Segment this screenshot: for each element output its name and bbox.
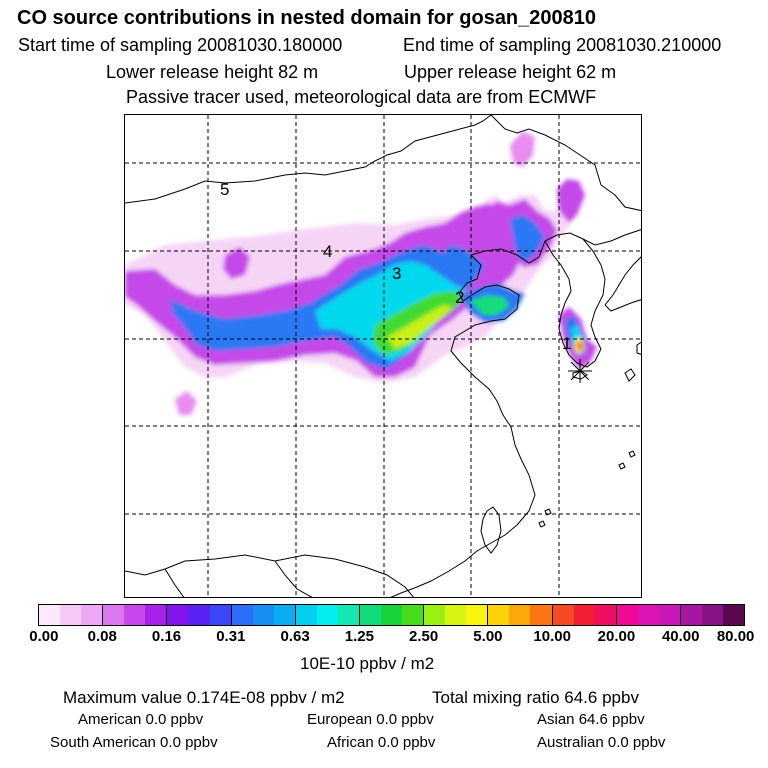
plume-south-patch	[175, 391, 197, 415]
plume-korea-red	[577, 342, 583, 351]
colorbar-swatch	[616, 605, 638, 625]
colorbar-tick-label: 1.25	[344, 628, 374, 645]
colorbar-tick-label: 10.00	[533, 628, 571, 645]
region-australian: Australian 0.0 ppbv	[537, 734, 666, 751]
gridlines	[125, 115, 641, 597]
region-african: African 0.0 ppbv	[327, 734, 436, 751]
tracer-note: Passive tracer used, meteorological data…	[126, 87, 597, 107]
colorbar-tick-label: 2.50	[409, 628, 439, 645]
border-northeast	[490, 115, 641, 212]
map-label-2: 2	[455, 288, 464, 307]
lower-release-height-label: Lower release height 82 m	[106, 62, 319, 82]
region-asian: Asian 64.6 ppbv	[537, 711, 645, 728]
colorbar-swatch	[509, 605, 531, 625]
coast-hainan	[274, 560, 313, 597]
colorbar-tick-label: 0.08	[87, 628, 117, 645]
colorbar-tick-label: 20.00	[597, 628, 636, 645]
colorbar-swatch	[573, 605, 595, 625]
start-time-label: Start time of sampling 20081030.180000	[18, 35, 343, 55]
region-south-american: South American 0.0 ppbv	[50, 734, 218, 751]
colorbar-swatch	[637, 605, 659, 625]
colorbar-swatch	[359, 605, 381, 625]
coast-japan	[604, 256, 641, 312]
colorbar-tick-label: 40.00	[661, 628, 700, 645]
country-border-north	[125, 115, 492, 204]
islands-kyushu	[624, 341, 641, 382]
colorbar-swatch	[466, 605, 489, 625]
plume-east-cyan	[470, 295, 510, 315]
plume-cyan-layer	[315, 261, 465, 361]
colorbar-swatch	[295, 605, 317, 625]
colorbar-swatch	[701, 605, 723, 625]
islands-ryukyu	[538, 450, 636, 528]
plume-far-northeast	[557, 179, 585, 223]
map-canvas: 5 4 3 2 1	[125, 115, 641, 597]
island-taiwan	[480, 506, 502, 554]
plume-north-wisps	[510, 131, 535, 167]
colorbar-swatch	[103, 605, 125, 625]
border-south	[164, 568, 185, 597]
colorbar-swatch	[488, 605, 510, 625]
colorbar-swatch	[594, 605, 617, 625]
coast-bohai	[390, 254, 536, 597]
map-label-4: 4	[323, 242, 332, 261]
colorbar-tick-label: 0.31	[216, 628, 246, 645]
colorbar-swatch	[231, 605, 253, 625]
coastlines	[125, 115, 641, 597]
colorbar-swatch	[658, 605, 681, 625]
receptor-star-icon	[568, 359, 592, 383]
colorbar-swatch	[252, 605, 274, 625]
colorbar-tick-label: 0.16	[151, 628, 182, 645]
colorbar-swatch	[167, 605, 189, 625]
colorbar-tick-label: 0.00	[29, 628, 59, 645]
map-panel: 5 4 3 2 1	[124, 114, 642, 598]
colorbar-swatch	[723, 605, 745, 625]
maximum-value-label: Maximum value 0.174E-08 ppbv / m2	[63, 688, 345, 707]
colorbar-tick-label: 5.00	[473, 628, 503, 645]
colorbar-swatch	[39, 605, 61, 625]
region-european: European 0.0 ppbv	[307, 711, 434, 728]
colorbar-swatch	[145, 605, 168, 625]
colorbar-swatch	[337, 605, 360, 625]
region-american: American 0.0 ppbv	[78, 711, 204, 728]
map-label-5: 5	[220, 180, 229, 199]
colorbar-swatch	[402, 605, 425, 625]
plume-west-patch	[223, 247, 250, 279]
colorbar-swatch	[424, 605, 446, 625]
coast-korea	[544, 238, 606, 368]
colorbar-swatch	[124, 605, 146, 625]
colorbar-units: 10E-10 ppbv / m2	[300, 654, 435, 673]
colorbar-swatch	[680, 605, 702, 625]
map-label-1: 1	[562, 334, 571, 353]
colorbar-tick-label: 80.00	[716, 628, 755, 645]
colorbar-swatch	[60, 605, 82, 625]
end-time-label: End time of sampling 20081030.210000	[403, 35, 722, 55]
border-china-west	[125, 554, 414, 597]
total-mixing-ratio-label: Total mixing ratio 64.6 ppbv	[432, 688, 639, 707]
map-label-3: 3	[392, 264, 401, 283]
colorbar	[38, 604, 745, 626]
figure-title: CO source contributions in nested domain…	[17, 7, 597, 29]
colorbar-swatch	[273, 605, 296, 625]
upper-release-height-label: Upper release height 62 m	[404, 62, 617, 82]
colorbar-swatch	[188, 605, 210, 625]
colorbar-swatch	[316, 605, 338, 625]
colorbar-swatch	[209, 605, 232, 625]
colorbar-swatch	[445, 605, 467, 625]
colorbar-tick-label: 0.63	[280, 628, 310, 645]
colorbar-swatch	[530, 605, 553, 625]
colorbar-swatch	[81, 605, 104, 625]
colorbar-swatch	[381, 605, 403, 625]
plume	[125, 131, 597, 415]
plume-yellowgreen-layer	[387, 305, 453, 349]
colorbar-swatch	[552, 605, 574, 625]
